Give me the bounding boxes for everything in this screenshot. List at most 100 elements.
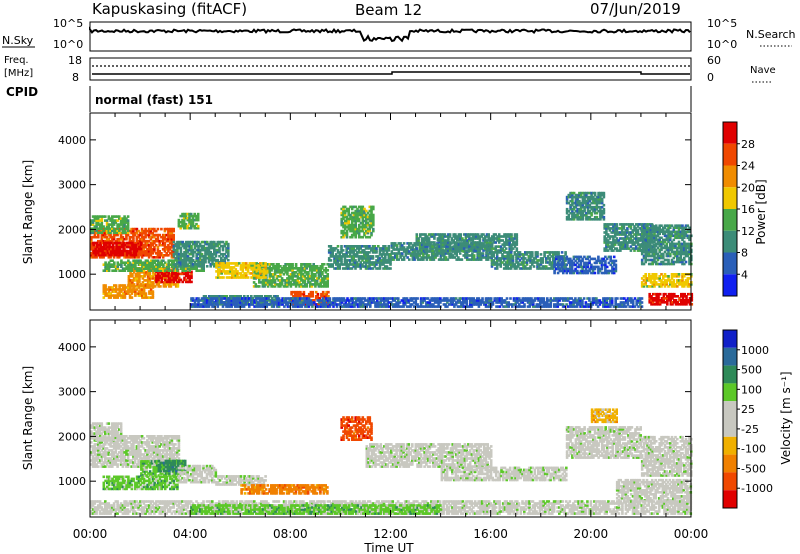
heatmap-cell	[139, 237, 142, 241]
heatmap-cell	[132, 253, 136, 257]
heatmap-cell	[161, 254, 165, 257]
heatmap-cell	[110, 251, 113, 255]
heatmap-cell	[93, 229, 97, 233]
heatmap-cell	[341, 249, 345, 252]
heatmap-cell	[111, 217, 114, 220]
heatmap-cell	[101, 251, 104, 255]
heatmap-cell	[104, 227, 107, 230]
heatmap-cell	[160, 254, 163, 257]
heatmap-cell	[184, 267, 188, 270]
heatmap-cell	[139, 259, 142, 262]
heatmap-cell	[113, 263, 116, 266]
heatmap-cell	[612, 255, 616, 259]
heatmap-cell	[94, 247, 97, 251]
heatmap-cell	[153, 245, 156, 249]
heatmap-cell	[125, 261, 128, 264]
heatmap-cell	[258, 285, 261, 288]
heatmap-cell	[118, 263, 121, 266]
heatmap-cell	[158, 261, 162, 264]
heatmap-cell	[128, 229, 132, 233]
heatmap-cell	[165, 248, 168, 251]
heatmap-cell	[181, 258, 184, 262]
heatmap-cell	[93, 215, 97, 218]
heatmap-cell	[179, 258, 183, 262]
heatmap-cell	[164, 285, 167, 288]
heatmap-cell	[121, 229, 125, 232]
heatmap-cell	[168, 233, 172, 237]
heatmap-cell	[125, 253, 129, 257]
heatmap-cell	[198, 269, 202, 272]
heatmap-cell	[123, 263, 127, 266]
heatmap-cell	[155, 265, 158, 268]
heatmap-cell	[130, 256, 133, 259]
heatmap-cell	[149, 269, 153, 272]
heatmap-cell	[137, 235, 140, 239]
heatmap-cell	[120, 251, 124, 255]
heatmap-cell	[141, 281, 145, 284]
heatmap-cell	[162, 274, 165, 278]
heatmap-cell	[120, 245, 124, 249]
nsky-trace	[89, 26, 691, 43]
heatmap-cell	[95, 235, 98, 239]
heatmap-cell	[128, 239, 132, 243]
heatmap-cell	[109, 259, 113, 262]
heatmap-cell	[144, 254, 147, 257]
heatmap-cell	[167, 245, 170, 249]
heatmap-cell	[336, 245, 340, 248]
heatmap-cell	[614, 259, 618, 263]
heatmap-cell	[133, 256, 137, 259]
heatmap-cell	[111, 215, 114, 218]
heatmap-cell	[93, 219, 97, 222]
heatmap-cell	[103, 245, 106, 249]
heatmap-cell	[160, 227, 163, 231]
heatmap-cell	[133, 241, 137, 245]
heatmap-cell	[202, 267, 205, 270]
heatmap-cell	[132, 256, 135, 259]
heatmap-cell	[142, 267, 146, 270]
heatmap-cell	[142, 245, 146, 249]
heatmap-cell	[170, 235, 174, 239]
heatmap-cell	[112, 235, 116, 239]
heatmap-cell	[130, 235, 133, 239]
heatmap-cell	[128, 269, 132, 272]
heatmap-cell	[134, 285, 138, 288]
heatmap-cell	[109, 223, 112, 226]
heatmap-cell	[99, 253, 103, 257]
heatmap-cell	[646, 224, 649, 227]
heatmap-cell	[149, 252, 153, 255]
heatmap-cell	[123, 215, 126, 218]
heatmap-cell	[136, 247, 139, 251]
heatmap-cell	[145, 271, 148, 274]
heatmap-cell	[111, 245, 115, 249]
heatmap-cell	[123, 256, 126, 259]
heatmap-cell	[172, 276, 176, 280]
heatmap-cell	[148, 271, 152, 274]
heatmap-cell	[121, 267, 125, 270]
heatmap-cell	[154, 252, 158, 255]
heatmap-cell	[156, 274, 160, 278]
heatmap-cell	[135, 229, 139, 233]
heatmap-cell	[161, 241, 165, 245]
heatmap-cell	[120, 261, 123, 264]
heatmap-cell	[188, 259, 191, 262]
heatmap-cell	[124, 243, 127, 247]
heatmap-cell	[183, 252, 186, 256]
heatmap-cell	[161, 237, 165, 241]
heatmap-cell	[190, 276, 193, 280]
heatmap-cell	[146, 271, 150, 274]
heatmap-cell	[121, 227, 125, 230]
heatmap-cell	[104, 235, 107, 239]
heatmap-cell	[146, 263, 149, 266]
heatmap-cell	[129, 243, 132, 247]
heatmap-cell	[179, 265, 183, 268]
heatmap-cell	[136, 279, 139, 282]
nave-label: Nave	[750, 65, 776, 76]
heatmap-cell	[96, 241, 99, 245]
heatmap-cell	[121, 223, 125, 226]
heatmap-cell	[183, 242, 186, 246]
heatmap-cell	[162, 265, 165, 268]
heatmap-cell	[165, 233, 168, 237]
heatmap-cell	[97, 239, 100, 243]
heatmap-cell	[389, 267, 392, 270]
heatmap-cell	[177, 258, 181, 262]
